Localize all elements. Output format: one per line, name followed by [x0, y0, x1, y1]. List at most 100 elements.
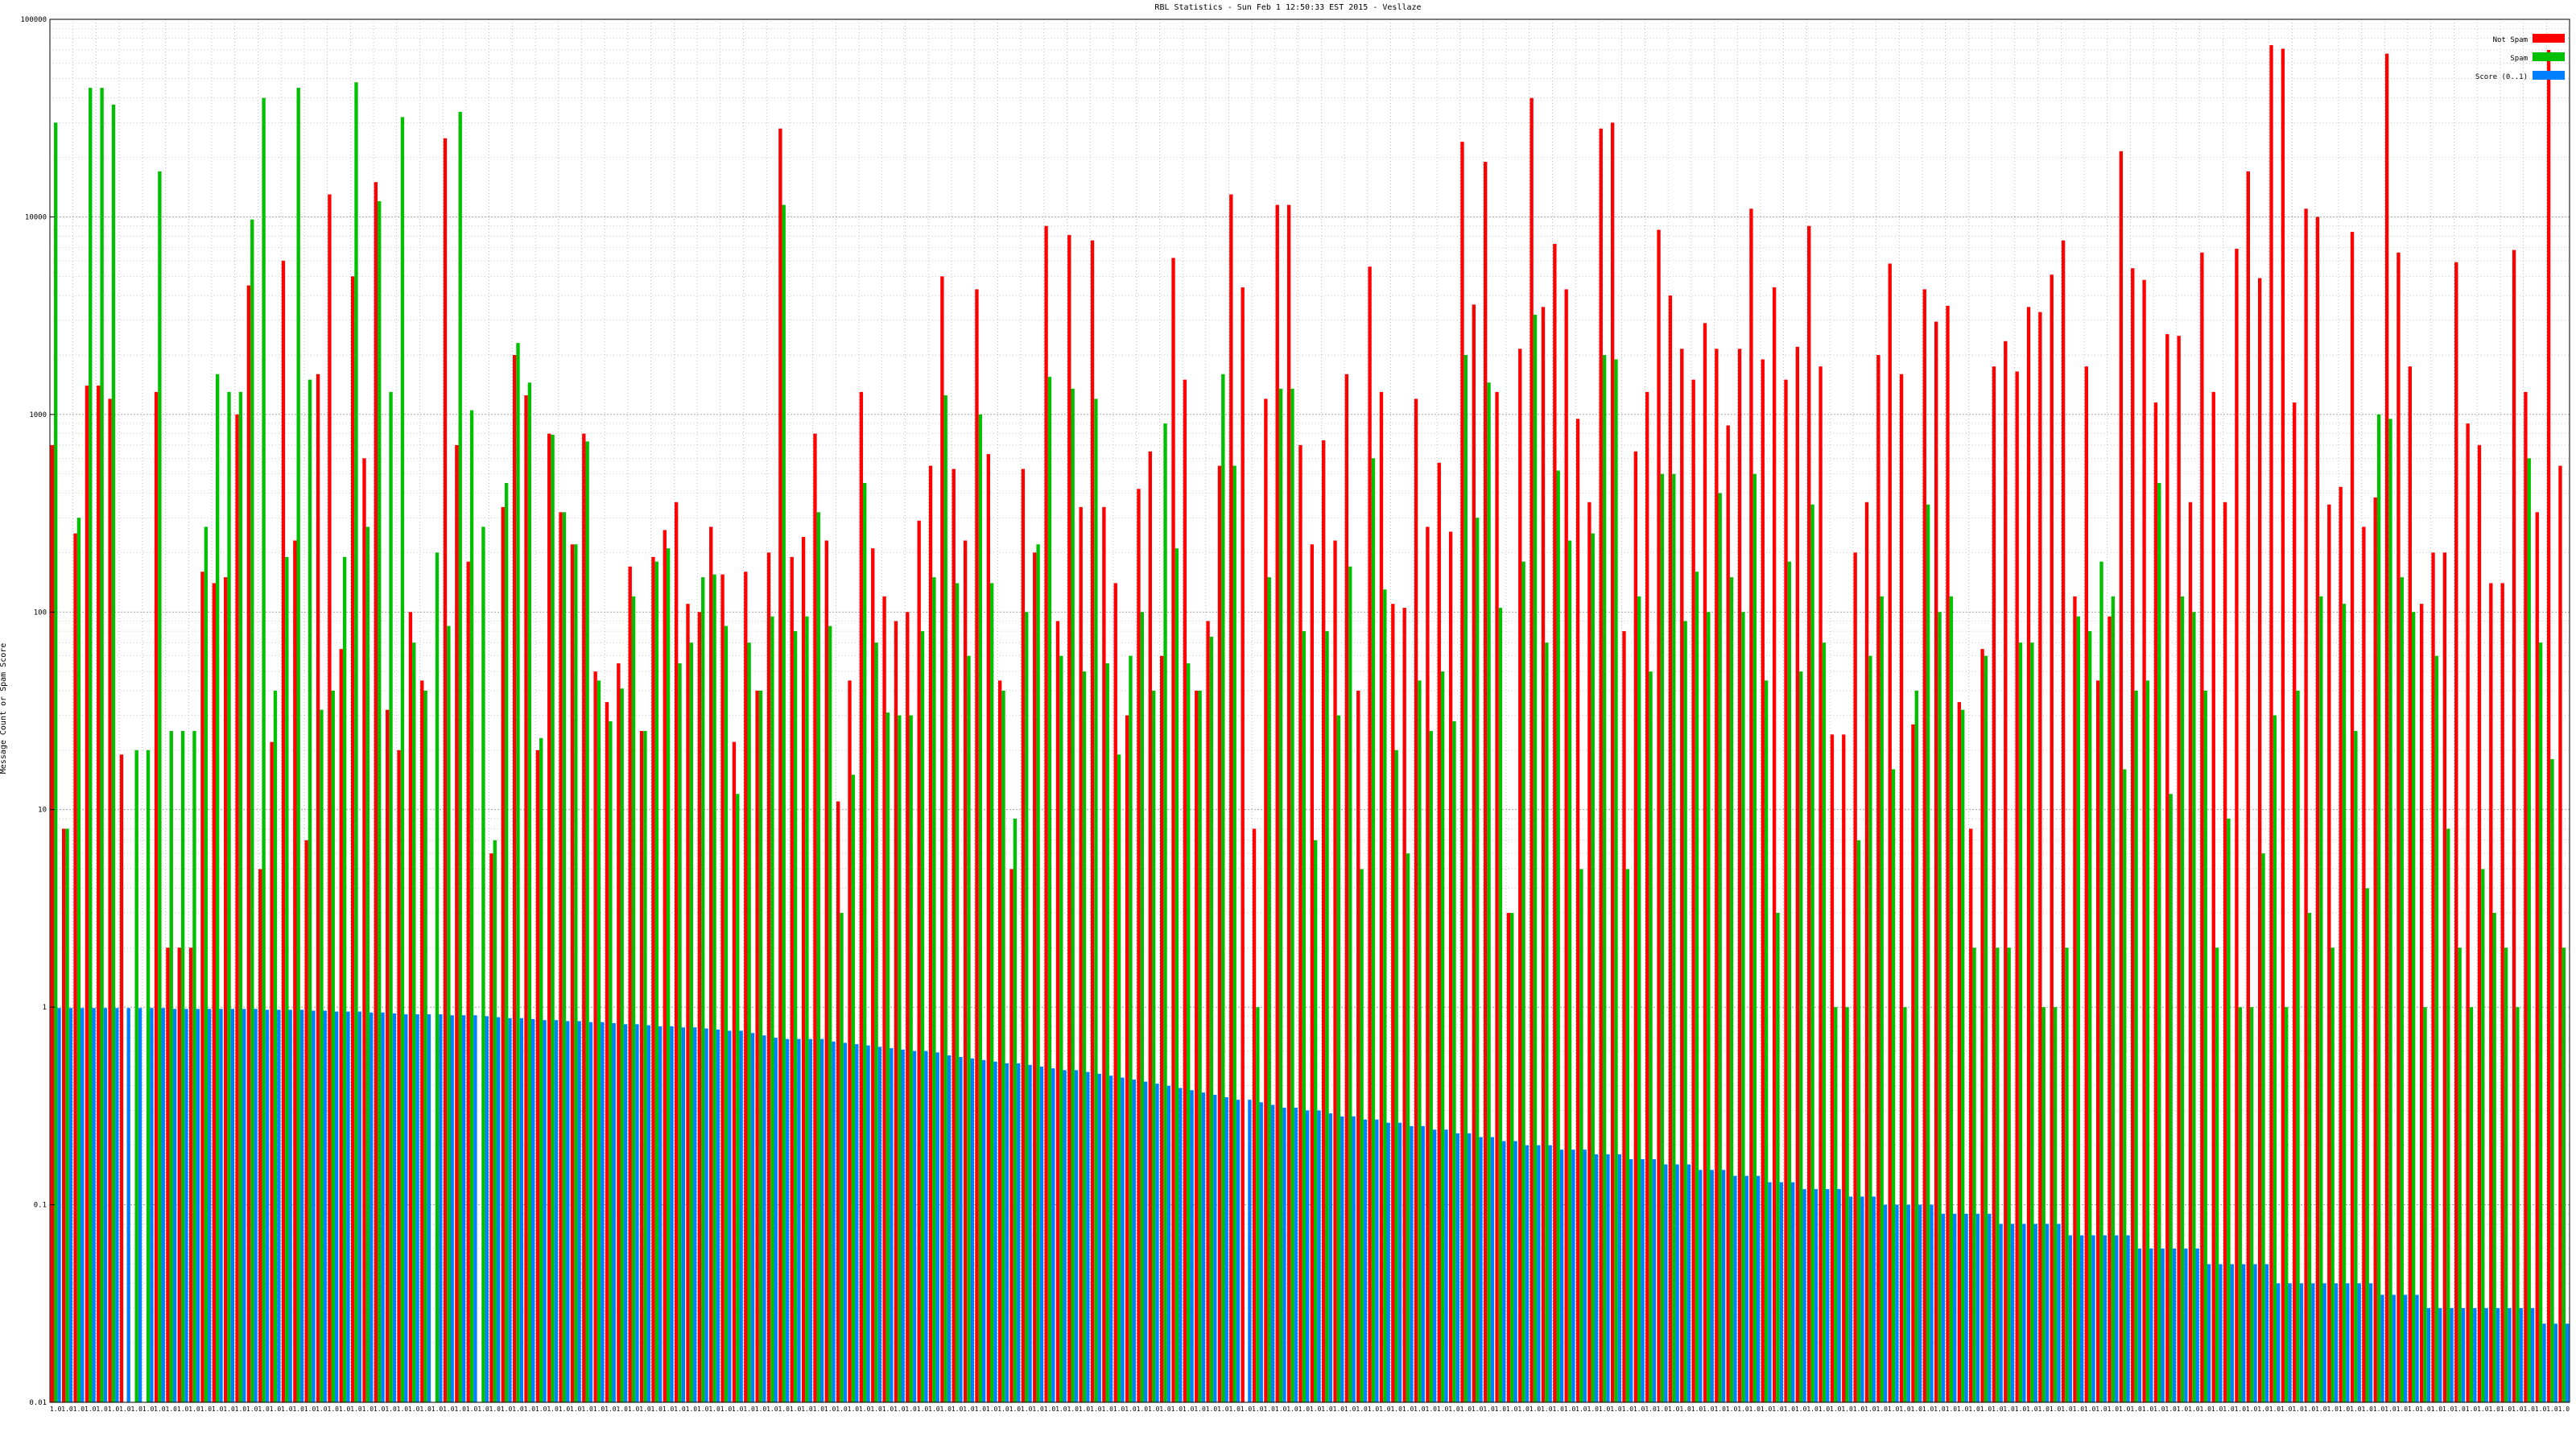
category-label: 1.0: [1171, 1406, 1183, 1413]
bar-spam: [1348, 566, 1352, 1402]
category-label: 1.0: [1159, 1406, 1171, 1413]
bar-not-spam: [2535, 512, 2539, 1402]
bar-score: [1837, 1189, 1841, 1402]
category-label: 1.0: [2326, 1406, 2339, 1413]
category-label: 1.0: [1113, 1406, 1125, 1413]
bar-not-spam: [1807, 225, 1811, 1403]
bar-not-spam: [1264, 398, 1268, 1402]
category-label: 1.0: [1032, 1406, 1044, 1413]
bar-not-spam: [1217, 465, 1222, 1402]
bar-not-spam: [1761, 359, 1765, 1402]
bar-spam: [2342, 604, 2347, 1402]
category-label: 1.0: [2350, 1406, 2362, 1413]
category-label: 1.0: [1726, 1406, 1738, 1413]
bar-not-spam: [720, 574, 724, 1402]
bar-score: [577, 1021, 581, 1402]
bar-not-spam: [1715, 349, 1719, 1403]
category-label: 1.0: [1286, 1406, 1298, 1413]
bar-score: [1017, 1063, 1021, 1402]
bar-score: [1248, 1100, 1252, 1402]
bar-score: [1791, 1182, 1795, 1402]
bar-spam: [1649, 671, 1653, 1402]
category-label: 1.0: [535, 1406, 547, 1413]
bar-score: [2473, 1307, 2477, 1402]
category-label: 1.0: [1830, 1406, 1842, 1413]
bar-score: [1190, 1090, 1194, 1402]
bar-not-spam: [1911, 724, 1915, 1402]
axes-layer: [49, 19, 2570, 1403]
category-label: 1.0: [720, 1406, 733, 1413]
category-label: 1.0: [2153, 1406, 2165, 1413]
bar-not-spam: [535, 749, 540, 1402]
category-label: 1.0: [1772, 1406, 1784, 1413]
bar-spam: [1741, 612, 1745, 1402]
category-label: 1.0: [2500, 1406, 2512, 1413]
category-label: 1.0: [177, 1406, 189, 1413]
category-label: 1.0: [1622, 1406, 1634, 1413]
bar-score: [265, 1009, 270, 1402]
bar-not-spam: [1137, 489, 1141, 1402]
bar-score: [774, 1038, 778, 1402]
category-label: 1.0: [2142, 1406, 2154, 1413]
bar-spam: [504, 482, 509, 1402]
category-label: 1.0: [2408, 1406, 2420, 1413]
bar-not-spam: [871, 548, 875, 1403]
bar-not-spam: [350, 276, 355, 1402]
bar-not-spam: [2558, 465, 2562, 1402]
bar-not-spam: [1830, 734, 1835, 1402]
category-label: 1.0: [639, 1406, 651, 1413]
bar-not-spam: [2119, 151, 2124, 1403]
bar-score: [2565, 1323, 2570, 1402]
bar-score: [2195, 1249, 2199, 1402]
bar-not-spam: [2454, 262, 2458, 1403]
bar-spam: [1406, 853, 1410, 1402]
category-label: 1.0: [975, 1406, 987, 1413]
bar-not-spam: [1079, 506, 1083, 1402]
bar-spam: [412, 642, 416, 1402]
bar-not-spam: [1795, 346, 1800, 1402]
category-label: 1.0: [997, 1406, 1009, 1413]
bar-spam: [1891, 769, 1896, 1402]
bar-score: [2415, 1294, 2419, 1402]
bar-score: [1502, 1141, 1506, 1402]
bar-score: [1270, 1104, 1275, 1402]
category-label: 1.0: [790, 1406, 802, 1413]
bar-spam: [65, 828, 69, 1402]
bar-spam: [320, 709, 324, 1402]
bar-spam: [1880, 596, 1884, 1402]
category-label: 1.0: [1275, 1406, 1287, 1413]
bar-spam: [2123, 769, 2127, 1402]
bar-spam: [1476, 518, 1480, 1402]
bar-not-spam: [1448, 531, 1453, 1402]
bar-score: [1097, 1073, 1101, 1402]
bar-not-spam: [1322, 440, 1326, 1402]
bar-spam: [631, 596, 636, 1402]
bar-score: [2253, 1264, 2257, 1402]
bar-not-spam: [166, 947, 170, 1402]
bar-spam: [308, 379, 312, 1403]
bar-score: [1132, 1080, 1136, 1402]
category-label: 1.0: [1102, 1406, 1114, 1413]
bar-not-spam: [1726, 425, 1730, 1402]
category-label: 1.0: [1575, 1406, 1587, 1413]
bar-spam: [1082, 671, 1087, 1402]
category-label: 1.0: [454, 1406, 466, 1413]
bar-spam: [1232, 465, 1236, 1402]
bar-score: [1213, 1095, 1217, 1402]
bar-not-spam: [2107, 616, 2112, 1402]
bar-score: [2079, 1235, 2084, 1402]
bar-not-spam: [1530, 97, 1534, 1402]
category-label: 1.0: [2362, 1406, 2374, 1413]
bar-score: [196, 1009, 200, 1402]
bar-spam: [1140, 612, 1144, 1402]
bar-score: [1988, 1213, 1992, 1402]
category-label: 1.0: [1379, 1406, 1391, 1413]
bar-spam: [1047, 377, 1052, 1403]
bar-spam: [2550, 759, 2554, 1402]
bar-score: [150, 1008, 154, 1402]
bar-spam: [2249, 1007, 2254, 1402]
bar-score: [1629, 1159, 1633, 1402]
bar-not-spam: [1275, 204, 1279, 1402]
bar-spam: [76, 518, 81, 1402]
